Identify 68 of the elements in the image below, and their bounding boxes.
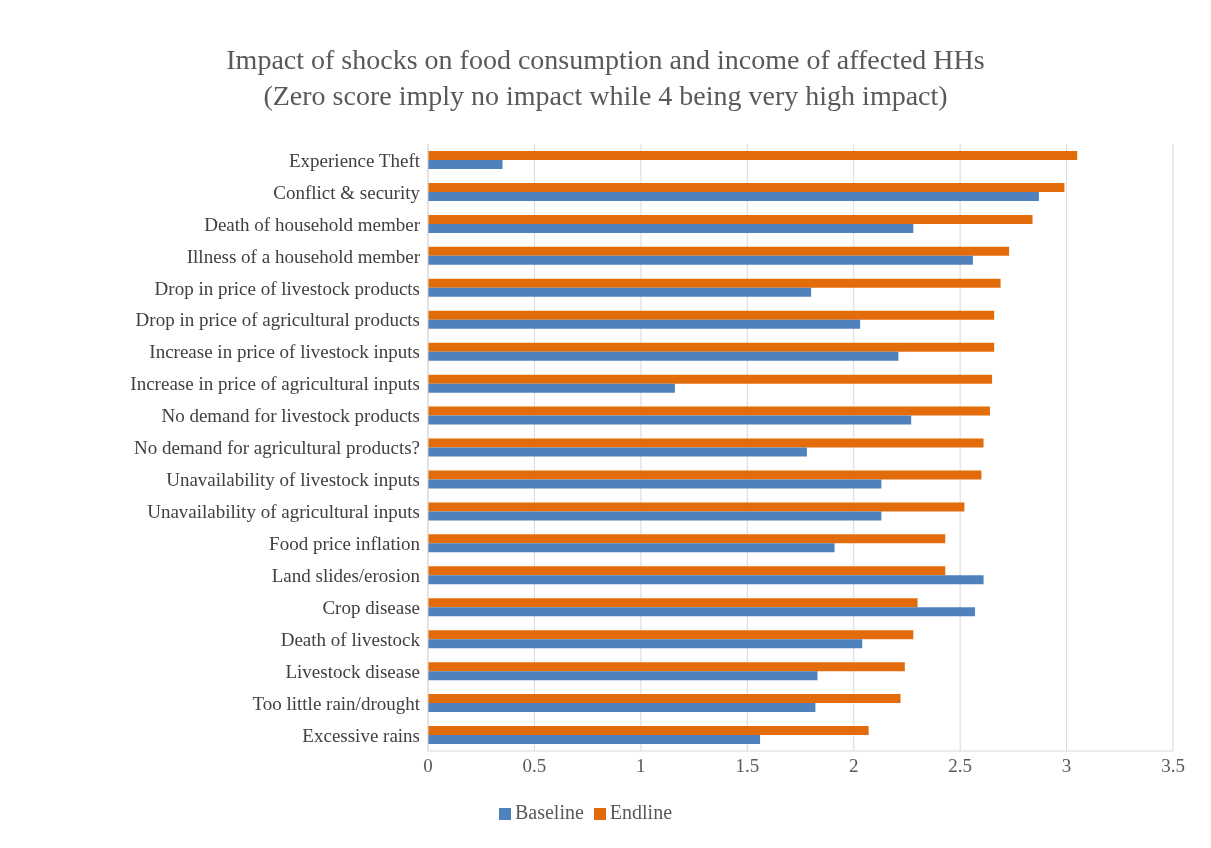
- y-tick-label: Crop disease: [322, 596, 420, 618]
- y-tick-label: Illness of a household member: [186, 245, 421, 267]
- bar: [428, 479, 882, 489]
- bar: [428, 406, 990, 416]
- bar: [428, 438, 984, 448]
- bar: [428, 374, 993, 384]
- y-tick-label: Unavailability of agricultural inputs: [147, 501, 420, 523]
- y-tick-label: Land slides/erosion: [271, 565, 421, 587]
- bar: [428, 639, 863, 649]
- bar: [428, 223, 914, 233]
- x-tick-label: 0.5: [522, 755, 547, 777]
- y-tick-label: Conflict & security: [273, 181, 421, 203]
- bar: [428, 342, 995, 352]
- y-tick-label: Death of livestock: [280, 628, 421, 650]
- y-tick-label: Unavailability of livestock inputs: [166, 469, 420, 491]
- bar: [428, 255, 973, 265]
- y-tick-label: Drop in price of agricultural products: [135, 309, 420, 331]
- bar: [428, 319, 861, 329]
- x-tick-label: 2.5: [948, 755, 973, 777]
- bar: [428, 246, 1010, 256]
- y-tick-label: Drop in price of livestock products: [154, 277, 420, 299]
- legend-label: Endline: [609, 801, 673, 823]
- bar: [428, 182, 1065, 192]
- bar: [428, 287, 812, 297]
- bar: [428, 598, 918, 608]
- y-tick-label: No demand for livestock products: [161, 405, 420, 427]
- bar: [428, 694, 901, 704]
- bar: [428, 575, 984, 585]
- bar: [428, 511, 882, 521]
- bar: [428, 671, 818, 681]
- y-tick-label: Food price inflation: [269, 533, 421, 555]
- x-tick-label: 3.5: [1161, 755, 1185, 777]
- bar: [428, 470, 982, 480]
- legend-label: Baseline: [514, 801, 584, 823]
- chart-title: Impact of shocks on food consumption and income of affected HHs (Zero score imply no impact while 4 being very high impact): [225, 43, 986, 113]
- bar: [428, 726, 869, 736]
- y-tick-label: No demand for agricultural products?: [134, 437, 420, 459]
- x-tick-label: 1.5: [735, 755, 760, 777]
- bar: [428, 607, 976, 617]
- bar: [428, 566, 946, 576]
- bar: [428, 151, 1078, 160]
- bar: [428, 662, 905, 672]
- x-tick-label: 3: [1061, 755, 1072, 777]
- bar: [428, 703, 816, 713]
- y-tick-label: Too little rain/drought: [252, 692, 421, 714]
- bar: [428, 543, 835, 553]
- bar: [428, 383, 675, 393]
- x-tick-label: 0: [423, 755, 433, 777]
- y-tick-label: Livestock disease: [285, 660, 420, 682]
- x-tick-label: 2: [848, 755, 859, 777]
- bar: [428, 351, 899, 361]
- bar: [428, 214, 1033, 224]
- y-tick-label: Increase in price of agricultural inputs: [130, 373, 420, 395]
- x-tick-label: 1: [636, 755, 646, 777]
- bar: [428, 415, 912, 425]
- bar: [428, 278, 1001, 288]
- bar: [428, 191, 1039, 201]
- bar: [428, 630, 914, 640]
- bar: [428, 160, 503, 169]
- bar: [428, 447, 807, 457]
- y-tick-label: Excessive rains: [302, 724, 420, 746]
- y-tick-label: Death of household member: [204, 213, 421, 235]
- y-tick-label: Increase in price of livestock inputs: [149, 341, 420, 363]
- y-tick-label: Experience Theft: [289, 149, 421, 171]
- bar: [428, 735, 761, 745]
- bar: [428, 310, 995, 320]
- bar: [428, 502, 965, 512]
- bar: [428, 534, 946, 544]
